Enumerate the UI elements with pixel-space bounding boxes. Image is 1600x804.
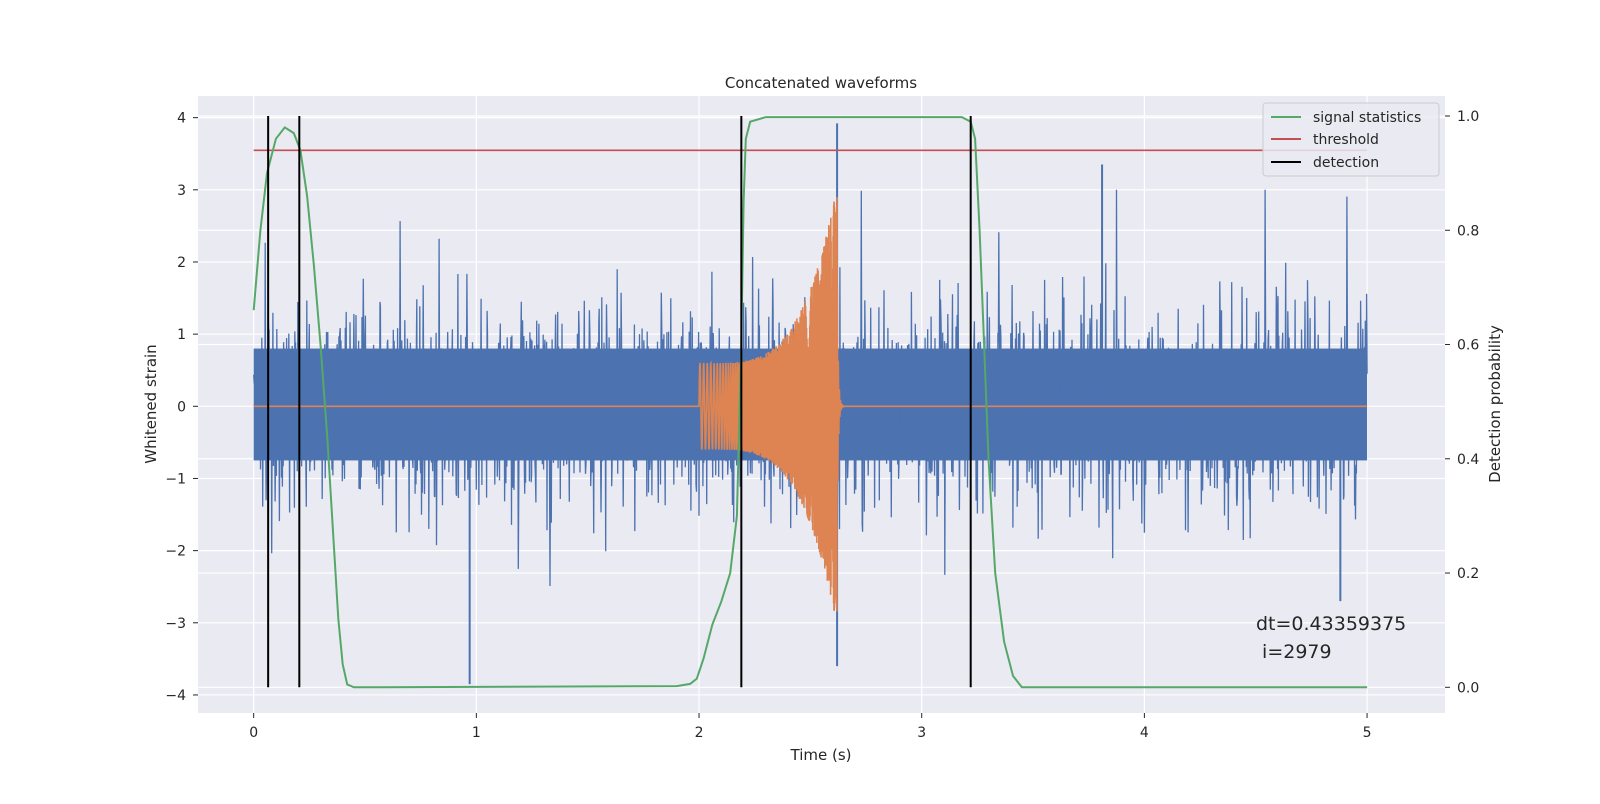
y-axis-label-right: Detection probability (1486, 325, 1504, 483)
legend-box (1262, 102, 1440, 177)
y-right-tick-label: 0.6 (1457, 338, 1479, 354)
legend: signal statistics threshold detection (1262, 102, 1440, 177)
x-tick-label: 2 (695, 725, 704, 741)
statistics-line (252, 116, 1368, 689)
legend-label-signal-statistics: signal statistics (1313, 110, 1421, 126)
chart-title: Concatenated waveforms (725, 74, 917, 92)
series-layer (252, 115, 1368, 689)
x-tick-label: 4 (1140, 725, 1149, 741)
legend-label-threshold: threshold (1313, 132, 1379, 148)
y-left-tick-label: −4 (165, 688, 186, 704)
annotation-i: i=2979 (1256, 641, 1332, 663)
legend-label-detection: detection (1313, 155, 1379, 171)
y-left-tick-label: −3 (165, 616, 186, 632)
y-left-tick-label: 2 (177, 255, 186, 271)
y-right-tick-label: 1.0 (1457, 109, 1479, 125)
y-right-tick-label: 0.2 (1457, 566, 1479, 582)
x-tick-label: 0 (249, 725, 258, 741)
x-tick-label: 5 (1363, 725, 1372, 741)
x-tick-label: 3 (917, 725, 926, 741)
y-right-tick-label: 0.4 (1457, 452, 1479, 468)
y-left-tick-label: −2 (165, 544, 186, 560)
x-tick-label: 1 (472, 725, 481, 741)
y-axis-label-left: Whitened strain (142, 344, 160, 463)
signal-line (253, 196, 1368, 612)
x-axis-label: Time (s) (790, 746, 852, 764)
tick-layer: 0 1 2 3 4 5 −4 −3 −2 −1 0 1 2 3 4 0.0 0.2 0.4 0.6 0.8 1.0 (165, 109, 1479, 741)
y-left-tick-label: 0 (177, 399, 186, 415)
y-right-tick-label: 0.8 (1457, 223, 1479, 239)
y-left-tick-label: 3 (177, 183, 186, 199)
y-left-tick-label: 4 (177, 111, 186, 127)
y-left-tick-label: −1 (165, 471, 186, 487)
annotation-dt: dt=0.43359375 (1256, 613, 1406, 635)
y-right-tick-label: 0.0 (1457, 680, 1479, 696)
y-left-tick-label: 1 (177, 327, 186, 343)
